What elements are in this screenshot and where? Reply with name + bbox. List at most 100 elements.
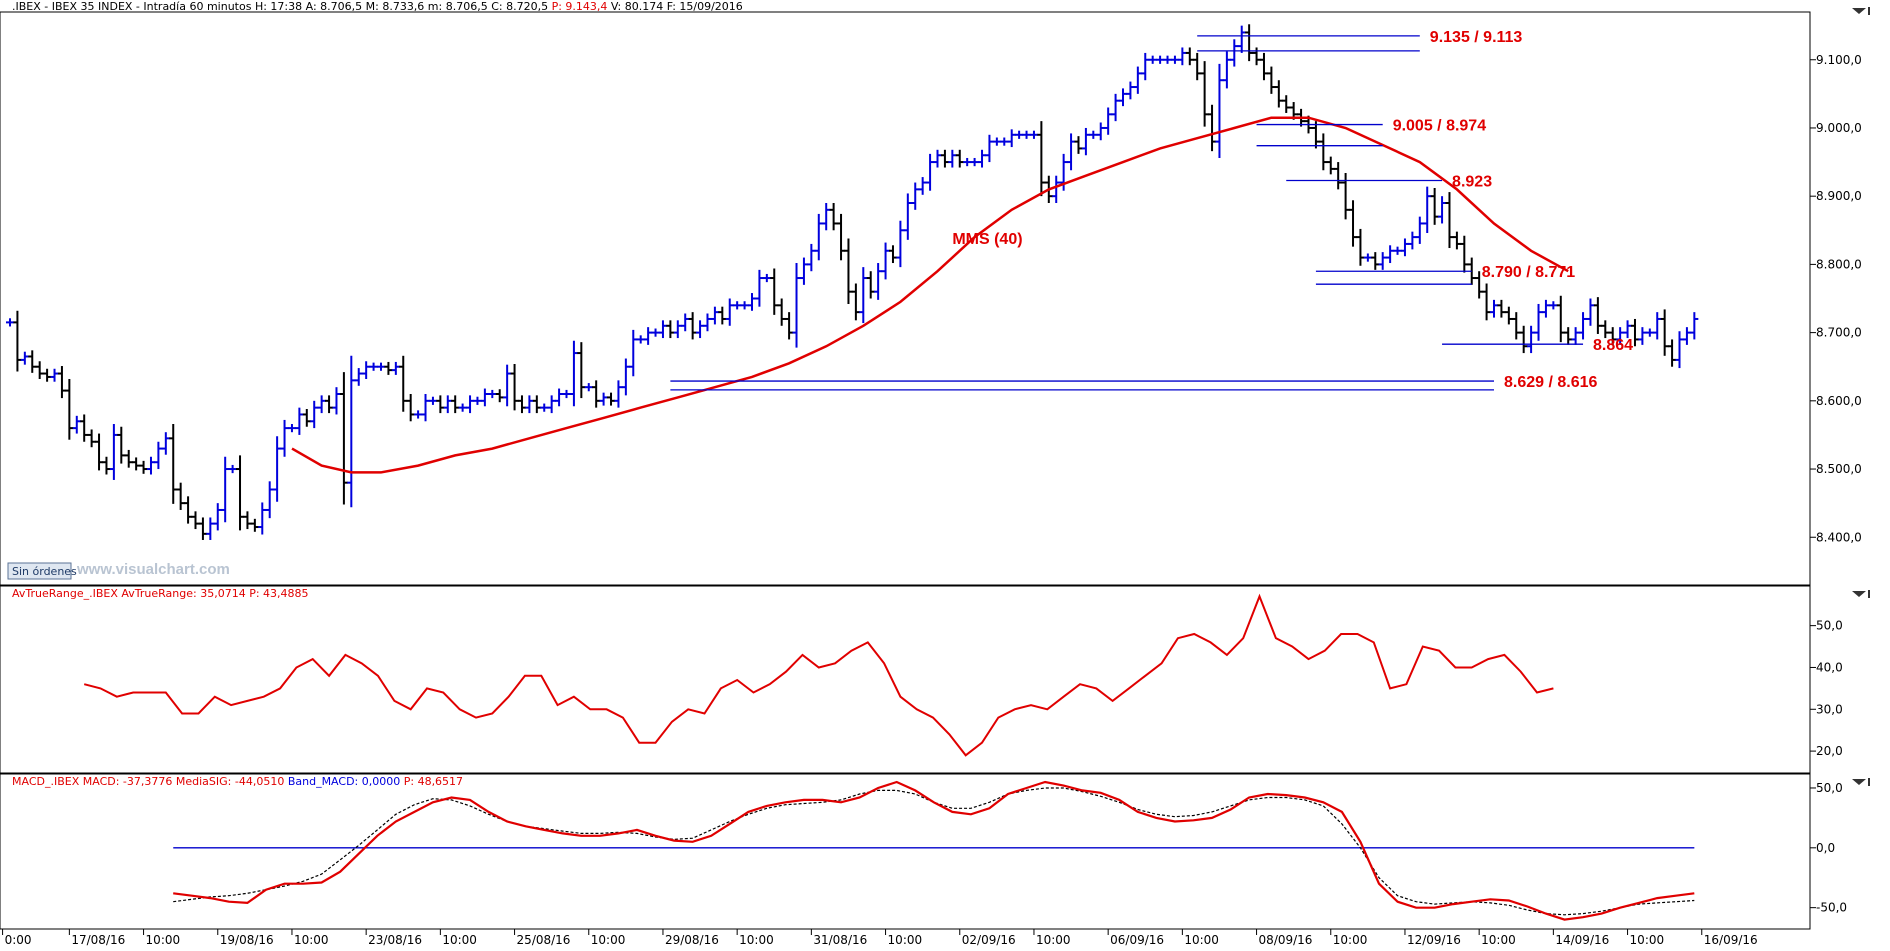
ohlc-bar (1029, 130, 1038, 139)
ohlc-bar (1408, 231, 1417, 250)
ohlc-bar (1415, 216, 1424, 244)
ohlc-bar (525, 395, 534, 414)
ohlc-bar (837, 213, 846, 261)
ohlc-bar (888, 245, 897, 264)
ohlc-bar (1067, 133, 1076, 171)
price-layer: 9.100,0 9.000,0 8.900,0 8.800,0 8.700,0 8.600… (6, 24, 1862, 544)
ohlc-bar (35, 361, 44, 379)
macd-signal-line (173, 787, 1695, 916)
x-tick-label: 02/09/16 (962, 933, 1016, 946)
ohlc-bar (681, 313, 690, 332)
ohlc-bar (317, 395, 326, 414)
ohlc-bar (562, 389, 571, 399)
ohlc-bar (399, 355, 408, 412)
ohlc-bar (95, 433, 104, 471)
ohlc-bar (80, 414, 89, 442)
x-tick-label: 16/09/16 (1704, 933, 1758, 946)
price-ytick-label: 9.000,0 (1816, 121, 1862, 135)
ohlc-bar (1326, 156, 1335, 175)
ohlc-bar (1081, 127, 1090, 156)
ohlc-bar (1245, 24, 1254, 62)
level-label: 8.790 / 8.771 (1482, 264, 1576, 281)
x-tick-label: 19/08/16 (220, 933, 274, 946)
ohlc-bar (755, 269, 764, 307)
ohlc-bar (1645, 328, 1654, 337)
ohlc-bar (1133, 66, 1142, 94)
ohlc-bar (1571, 327, 1580, 345)
ohlc-bar (184, 496, 193, 524)
price-ytick-label: 8.700,0 (1816, 326, 1862, 340)
ohlc-bar (1452, 231, 1461, 250)
ohlc-bar (547, 395, 556, 414)
ohlc-bar (1334, 162, 1343, 190)
ohlc-bar (495, 389, 504, 403)
price-ytick-label: 8.500,0 (1816, 462, 1862, 476)
ohlc-bar (377, 362, 385, 371)
atr-ytick-label: 30,0 (1816, 702, 1843, 716)
ohlc-bar (87, 429, 96, 448)
x-tick-label: 10:00 (146, 933, 181, 946)
ohlc-bar (325, 395, 334, 414)
ohlc-bar (1208, 104, 1217, 152)
ohlc-bar (1015, 130, 1024, 139)
ohlc-bar (154, 441, 163, 470)
ohlc-bar (13, 310, 22, 372)
ohlc-bar (651, 328, 660, 337)
macd-ytick-label: -50,0 (1816, 901, 1847, 915)
ohlc-bar (391, 361, 400, 375)
ohlc-bar (599, 392, 608, 406)
ohlc-bar (57, 366, 66, 399)
ohlc-bar (1564, 327, 1573, 345)
ohlc-bar (503, 364, 512, 407)
ohlc-bar (1638, 327, 1647, 345)
x-tick-label: 10:00 (591, 933, 626, 946)
ohlc-bar (799, 257, 808, 285)
sin-ordenes-button[interactable] (7, 562, 72, 580)
ohlc-bar (1490, 299, 1498, 318)
ohlc-bar (139, 460, 148, 474)
level-label: 8.629 / 8.616 (1504, 374, 1598, 391)
ohlc-bar (1319, 133, 1328, 171)
ohlc-bar (384, 361, 393, 375)
ohlc-bar (614, 380, 623, 408)
ohlc-bar (1378, 252, 1387, 270)
ohlc-bar (1349, 200, 1358, 247)
ohlc-bar (688, 312, 697, 340)
ohlc-bar (1608, 327, 1617, 345)
ohlc-bar (1549, 301, 1558, 310)
ohlc-bar (1126, 81, 1135, 100)
ohlc-bar (1215, 63, 1224, 158)
ohlc-bar (65, 378, 74, 440)
ohlc-bar (577, 342, 586, 399)
level-label: 9.005 / 8.974 (1393, 118, 1487, 135)
ohlc-bar (1630, 318, 1639, 347)
ohlc-bar (295, 407, 304, 435)
atr-ytick-label: 50,0 (1816, 619, 1843, 633)
scroll-arrow-icon[interactable] (1852, 7, 1870, 15)
ohlc-bar (1007, 129, 1016, 148)
ohlc-bar (1386, 245, 1395, 264)
ohlc-bar (918, 177, 927, 195)
ohlc-bar (532, 395, 541, 414)
x-tick-label: 29/08/16 (665, 933, 719, 946)
ohlc-bar (332, 387, 341, 415)
ohlc-bar (310, 400, 319, 429)
ohlc-bar (213, 503, 222, 531)
ohlc-bar (844, 238, 853, 304)
scroll-arrow-icon[interactable] (1852, 778, 1870, 786)
ohlc-bar (1475, 271, 1484, 299)
ohlc-bar (236, 455, 245, 531)
ohlc-bar (1668, 339, 1677, 367)
ohlc-bar (710, 306, 719, 325)
ohlc-bar (673, 320, 682, 339)
ohlc-bar (1675, 331, 1684, 369)
ohlc-bar (851, 283, 860, 321)
x-tick-label: 06/09/16 (1110, 933, 1164, 946)
ohlc-bar (1400, 238, 1409, 257)
ohlc-bar (1356, 228, 1365, 266)
ohlc-bar (1527, 325, 1536, 354)
ohlc-bar (102, 456, 111, 475)
ohlc-bar (20, 351, 29, 365)
scroll-arrow-icon[interactable] (1852, 590, 1870, 598)
ohlc-bar (146, 456, 155, 475)
